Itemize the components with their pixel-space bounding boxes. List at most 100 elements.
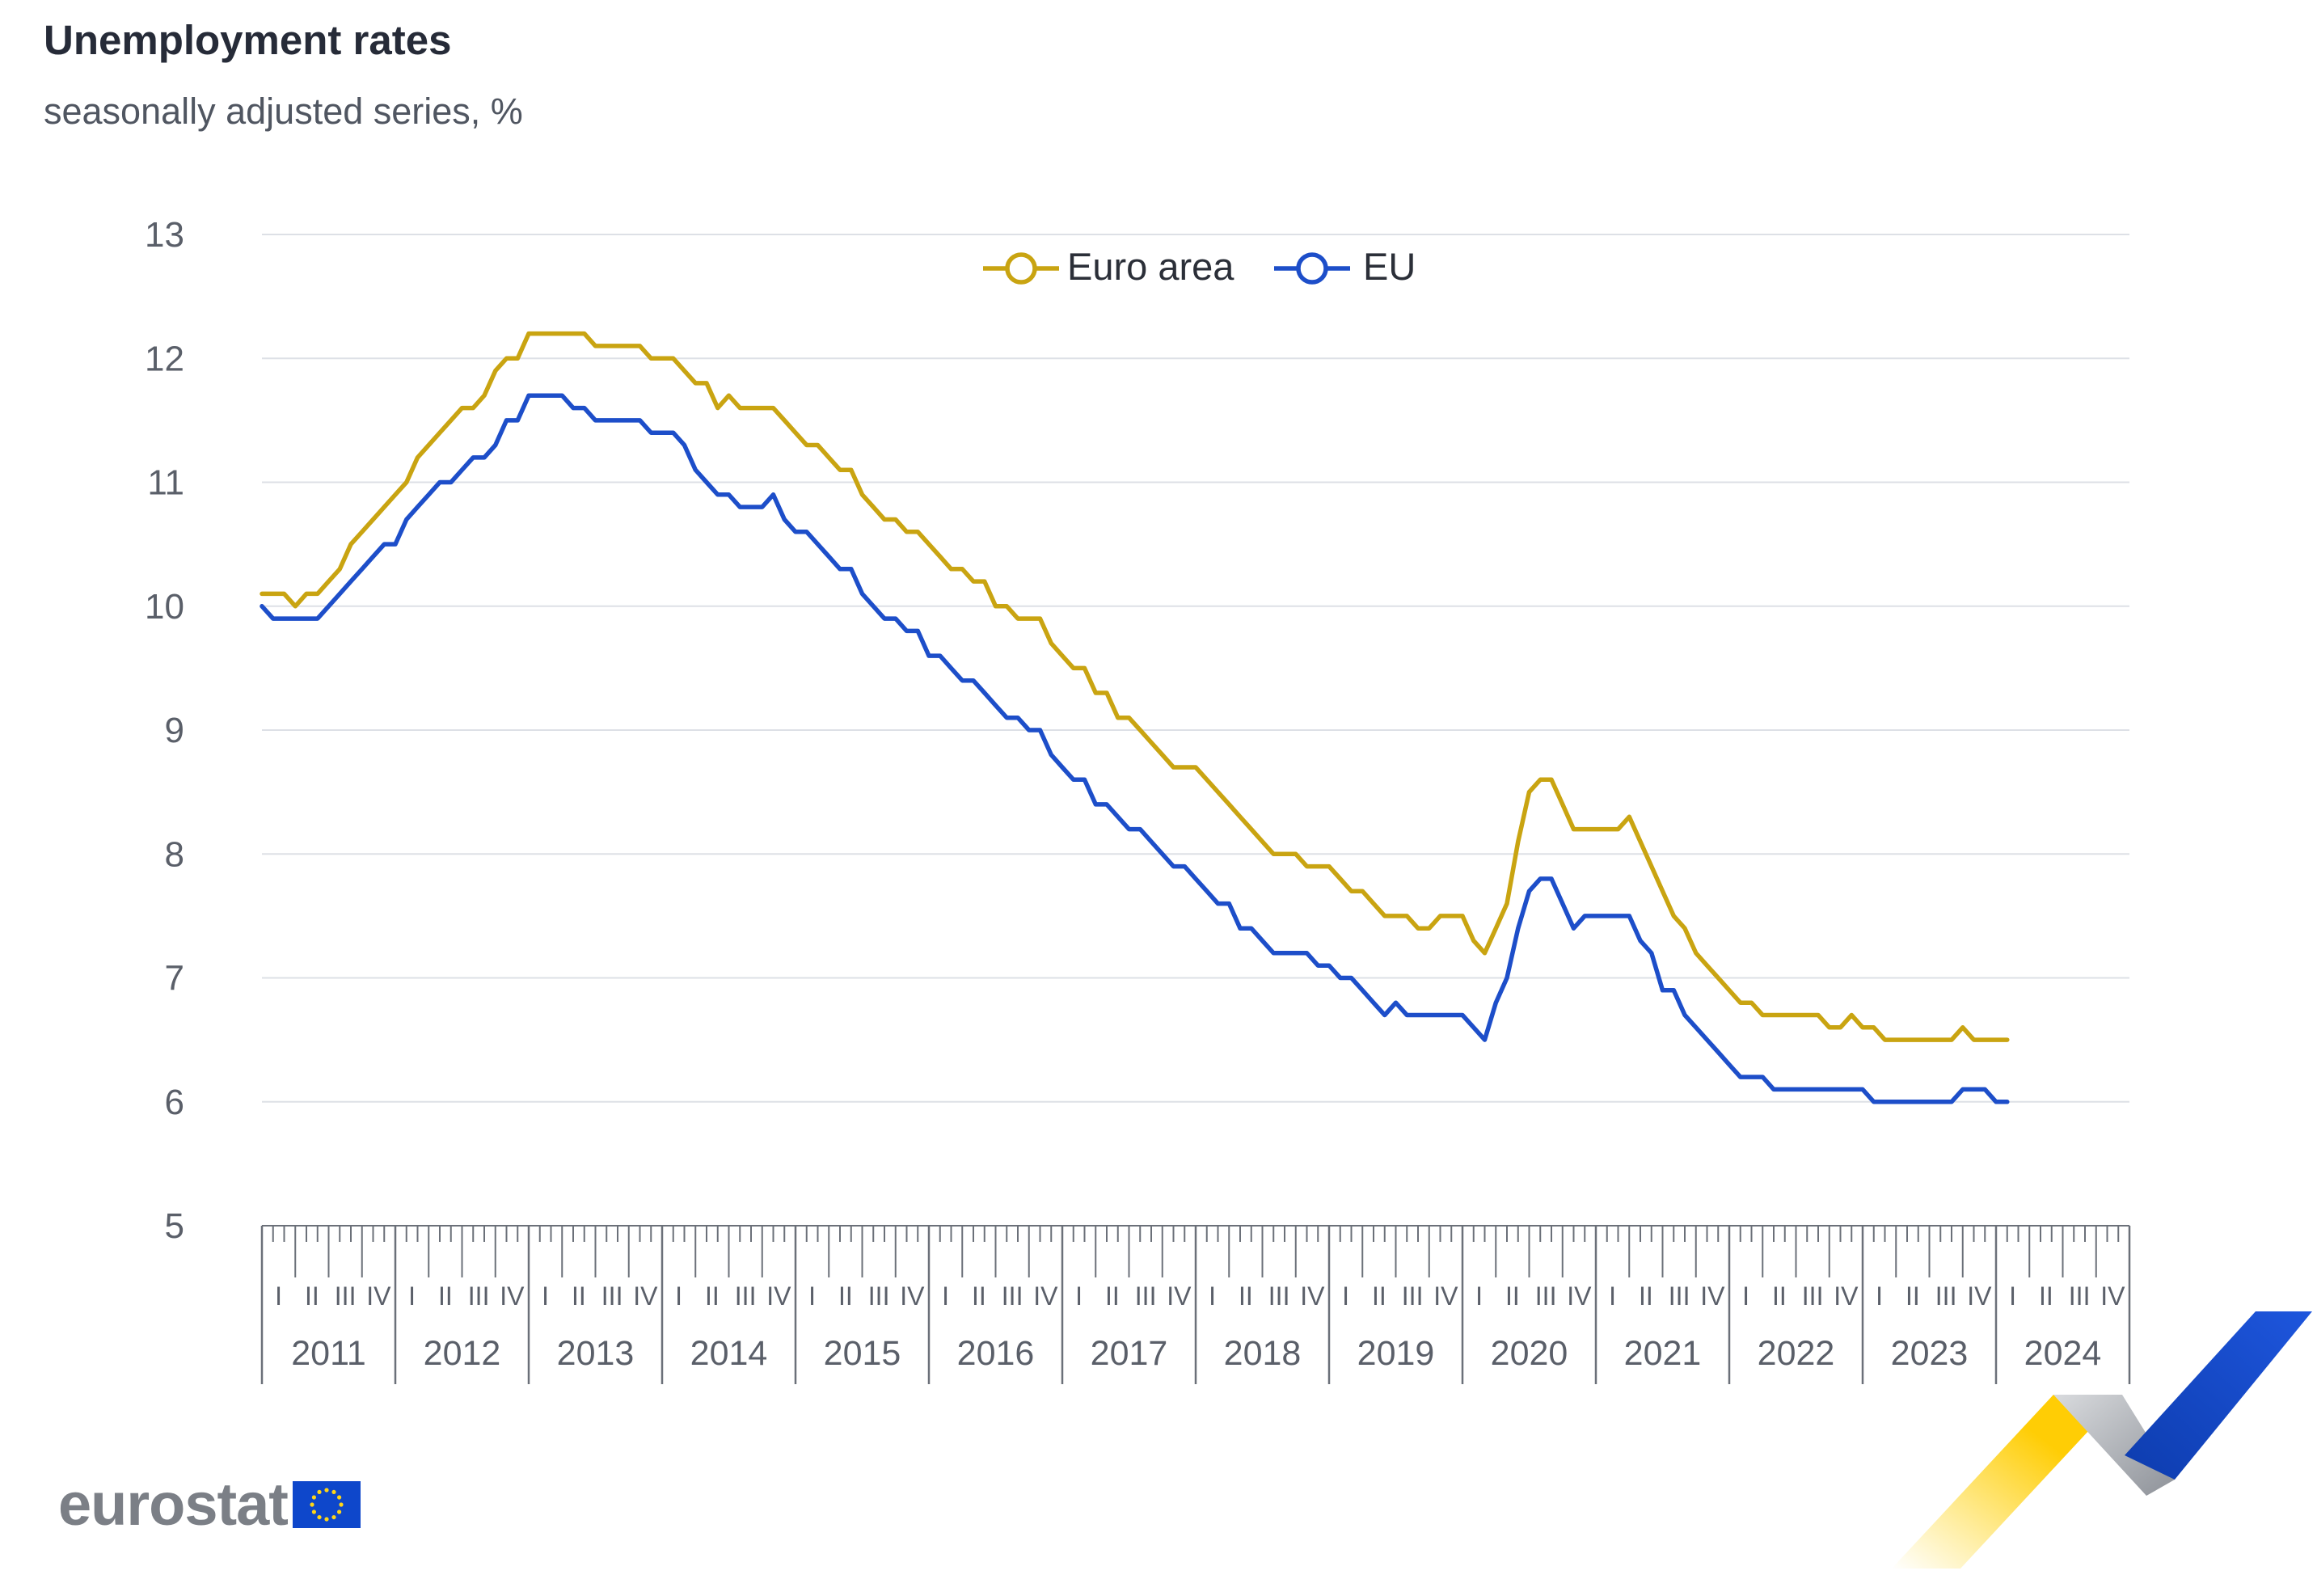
year-label: 2024 [2024, 1334, 2102, 1373]
quarter-label: III [335, 1281, 357, 1311]
quarter-label: I [942, 1281, 949, 1311]
quarter-label: IV [2100, 1281, 2125, 1311]
flag-star [336, 1509, 342, 1514]
quarter-label: III [468, 1281, 490, 1311]
year-label: 2014 [690, 1334, 768, 1373]
y-tick-label: 11 [147, 463, 184, 503]
quarter-label: IV [366, 1281, 391, 1311]
series-eu [260, 393, 2010, 1104]
flag-star [336, 1494, 342, 1500]
series-line [260, 331, 2010, 1042]
year-label: 2013 [557, 1334, 635, 1373]
quarter-label: II [2039, 1281, 2053, 1311]
series-line [260, 393, 2010, 1104]
flag-star [339, 1501, 344, 1507]
quarter-label: II [1772, 1281, 1787, 1311]
quarter-label: II [438, 1281, 453, 1311]
quarter-label: I [2009, 1281, 2016, 1311]
brand-wordmark: eurostat [58, 1471, 289, 1538]
quarter-label: II [1372, 1281, 1386, 1311]
year-label: 2022 [1758, 1334, 1835, 1373]
quarter-label: I [1876, 1281, 1883, 1311]
year-label: 2023 [1891, 1334, 1969, 1373]
y-tick-label: 13 [145, 215, 184, 255]
legend: Euro area EU [983, 245, 1416, 288]
quarter-label: III [1002, 1281, 1023, 1311]
eurostat-logo: eurostat [58, 1470, 361, 1539]
year-label: 2018 [1224, 1334, 1302, 1373]
quarter-label: I [542, 1281, 549, 1311]
flag-star [310, 1501, 314, 1507]
year-label: 2015 [824, 1334, 901, 1373]
quarter-label: III [1402, 1281, 1424, 1311]
quarter-label: I [808, 1281, 816, 1311]
quarter-label: I [1475, 1281, 1483, 1311]
flag-star [317, 1514, 322, 1519]
quarter-label: III [868, 1281, 890, 1311]
flag-star [311, 1494, 316, 1500]
quarter-label: IV [766, 1281, 791, 1311]
year-label: 2020 [1491, 1334, 1568, 1373]
quarter-label: I [1342, 1281, 1349, 1311]
y-tick-label: 5 [165, 1206, 184, 1246]
year-label: 2011 [291, 1334, 365, 1373]
chart-title: Unemployment rates [44, 17, 452, 63]
quarter-label: III [1802, 1281, 1824, 1311]
y-tick-label: 6 [165, 1083, 184, 1122]
quarter-label: II [572, 1281, 586, 1311]
grid-lines [262, 234, 2129, 1103]
quarter-label: II [1906, 1281, 1920, 1311]
year-label: 2016 [957, 1334, 1035, 1373]
quarter-label: I [1209, 1281, 1216, 1311]
quarter-label: II [1639, 1281, 1653, 1311]
quarter-label: III [1268, 1281, 1290, 1311]
flag-star [324, 1487, 329, 1493]
year-label: 2017 [1091, 1334, 1168, 1373]
chart-subtitle: seasonally adjusted series, % [44, 91, 523, 132]
quarter-label: II [972, 1281, 986, 1311]
brand-swoosh [1892, 1311, 2312, 1569]
quarter-label: II [305, 1281, 319, 1311]
quarter-label: III [735, 1281, 757, 1311]
quarter-label: IV [633, 1281, 658, 1311]
legend-marker [1005, 252, 1037, 285]
y-tick-label: 8 [165, 834, 184, 874]
quarter-label: II [705, 1281, 720, 1311]
quarter-label: IV [1433, 1281, 1458, 1311]
quarter-label: II [1505, 1281, 1520, 1311]
year-label: 2021 [1624, 1334, 1702, 1373]
legend-label: Euro area [1067, 245, 1234, 288]
legend-item-euro-area: Euro area [983, 245, 1234, 288]
flag-star [331, 1489, 336, 1494]
quarter-label: IV [900, 1281, 925, 1311]
quarter-label: IV [1033, 1281, 1058, 1311]
year-label: 2019 [1357, 1334, 1435, 1373]
quarter-label: IV [1967, 1281, 1992, 1311]
quarter-label: III [1935, 1281, 1957, 1311]
quarter-label: IV [500, 1281, 525, 1311]
quarter-label: II [838, 1281, 853, 1311]
flag-star [331, 1514, 336, 1519]
quarter-label: III [1535, 1281, 1557, 1311]
y-tick-label: 10 [145, 587, 184, 627]
flag-star [324, 1516, 329, 1522]
eu-flag-icon [292, 1480, 361, 1528]
quarter-label: I [1609, 1281, 1616, 1311]
year-label: 2012 [424, 1334, 501, 1373]
y-tick-label: 7 [165, 959, 184, 999]
y-tick-label: 12 [145, 339, 184, 378]
series-lines [260, 331, 2010, 1104]
flag-star [311, 1509, 316, 1514]
legend-label: EU [1363, 245, 1416, 288]
quarter-label: II [1105, 1281, 1120, 1311]
flag-star [317, 1489, 322, 1494]
quarter-label: IV [1167, 1281, 1192, 1311]
quarter-label: III [2069, 1281, 2091, 1311]
quarter-label: IV [1834, 1281, 1859, 1311]
quarter-label: III [601, 1281, 623, 1311]
quarter-label: II [1239, 1281, 1253, 1311]
y-tick-label: 9 [165, 711, 184, 750]
series-euro-area [260, 331, 2010, 1042]
quarter-label: III [1669, 1281, 1690, 1311]
